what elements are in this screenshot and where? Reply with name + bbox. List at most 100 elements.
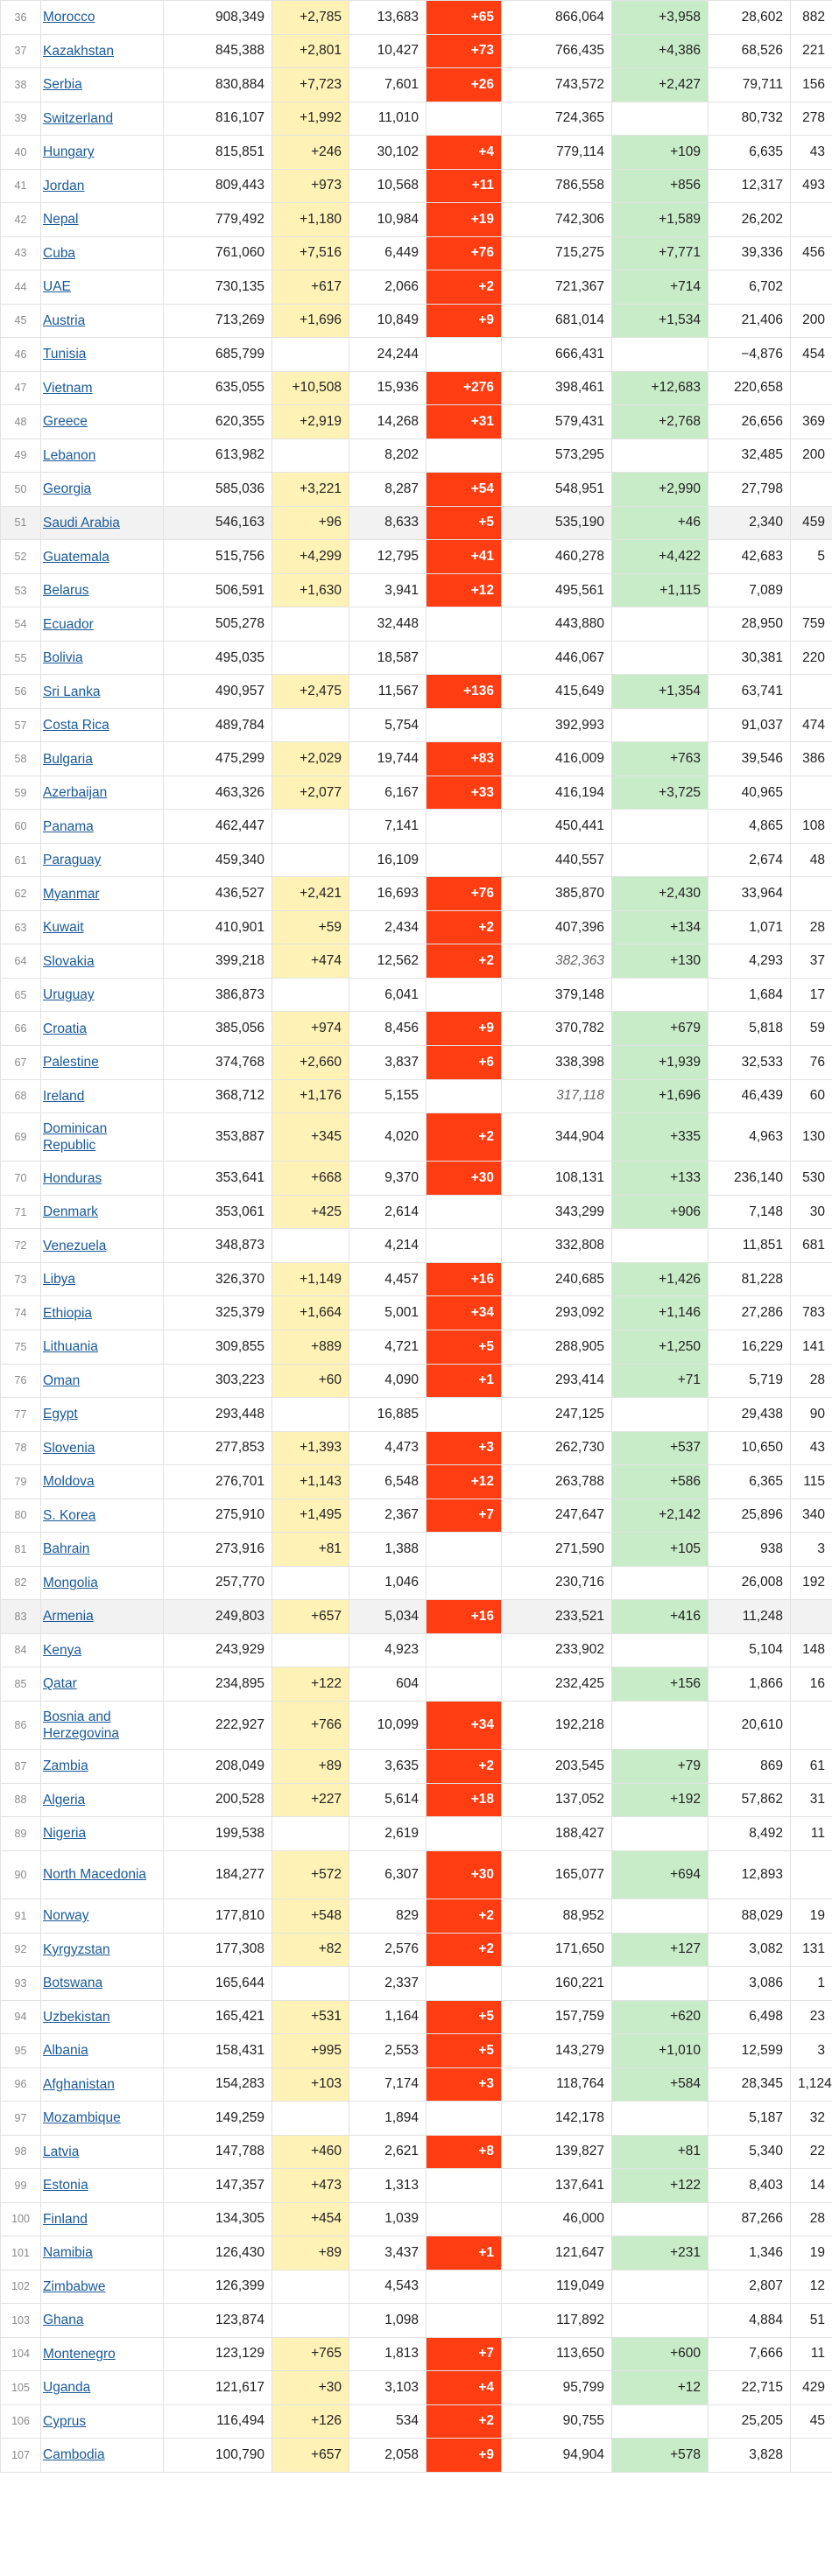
country-link[interactable]: Myanmar (43, 886, 100, 902)
country-link[interactable]: Uruguay (43, 987, 95, 1003)
country-link[interactable]: Kenya (43, 1642, 81, 1658)
country-link[interactable]: Morocco (43, 10, 95, 25)
country-link[interactable]: Namibia (43, 2245, 93, 2261)
country-link[interactable]: Croatia (43, 1021, 87, 1036)
active-cases-cell: 2,674 (708, 842, 791, 878)
country-link[interactable]: Greece (43, 414, 88, 430)
total-deaths-cell: 11,567 (349, 674, 427, 709)
country-cell: Denmark (40, 1194, 164, 1230)
country-link[interactable]: Saudi Arabia (43, 515, 120, 530)
new-recovered-cell: +620 (611, 1999, 709, 2035)
country-link[interactable]: Hungary (43, 144, 95, 160)
country-link[interactable]: Norway (43, 1908, 89, 1924)
total-deaths-cell: 9,370 (349, 1161, 427, 1196)
country-link[interactable]: Vietnam (43, 380, 93, 396)
country-link[interactable]: UAE (43, 279, 71, 295)
country-link[interactable]: Moldova (43, 1474, 95, 1490)
country-link[interactable]: Nigeria (43, 1826, 87, 1842)
country-link[interactable]: Zimbabwe (43, 2278, 106, 2294)
total-cases-cell: 100,790 (163, 2438, 272, 2473)
country-link[interactable]: Ireland (43, 1088, 85, 1104)
country-link[interactable]: Tunisia (43, 347, 87, 362)
country-link[interactable]: Mongolia (43, 1575, 98, 1590)
rank-cell: 75 (0, 1329, 41, 1365)
total-cases-cell: 309,855 (163, 1329, 272, 1365)
total-recovered-cell: 157,759 (501, 1999, 612, 2035)
country-link[interactable]: Algeria (43, 1792, 86, 1807)
country-link[interactable]: Uganda (43, 2380, 91, 2396)
country-link[interactable]: Bahrain (43, 1541, 90, 1557)
country-link[interactable]: Costa Rica (43, 718, 109, 733)
table-row: 57 Costa Rica 489,784 5,754 392,993 91,037 474 (0, 707, 832, 743)
total-recovered-cell: 681,014 (501, 303, 612, 339)
country-link[interactable]: Egypt (43, 1407, 78, 1422)
country-link[interactable]: Bosnia and Herzegovina (43, 1709, 120, 1741)
country-link[interactable]: Libya (43, 1272, 76, 1288)
country-link[interactable]: Georgia (43, 481, 92, 497)
country-link[interactable]: Honduras (43, 1170, 102, 1186)
country-link[interactable]: Belarus (43, 583, 89, 599)
country-link[interactable]: Bolivia (43, 650, 83, 666)
country-link[interactable]: Afghanistan (43, 2076, 115, 2092)
country-link[interactable]: Ghana (43, 2313, 84, 2328)
total-deaths-cell: 2,619 (349, 1816, 427, 1851)
country-link[interactable]: Switzerland (43, 110, 114, 126)
country-link[interactable]: Nepal (43, 212, 79, 228)
country-link[interactable]: Albania (43, 2043, 88, 2059)
country-link[interactable]: Zambia (43, 1758, 88, 1774)
table-row: 85 Qatar 234,895 +122 604 232,425 +156 1,866 16 (0, 1667, 832, 1702)
new-cases-cell (271, 337, 349, 372)
total-cases-cell: 222,927 (163, 1700, 272, 1751)
country-link[interactable]: S. Korea (43, 1507, 96, 1523)
country-link[interactable]: Estonia (43, 2178, 88, 2193)
country-link[interactable]: Bulgaria (43, 751, 93, 767)
country-link[interactable]: Guatemala (43, 549, 109, 565)
country-link[interactable]: Paraguay (43, 853, 102, 868)
active-cases-cell: 3,082 (708, 1932, 791, 1968)
new-cases-cell (271, 607, 349, 642)
country-link[interactable]: Kyrgyzstan (43, 1941, 110, 1957)
country-link[interactable]: Palestine (43, 1055, 99, 1070)
country-link[interactable]: Sri Lanka (43, 684, 101, 699)
country-link[interactable]: Slovenia (43, 1440, 95, 1456)
country-link[interactable]: Jordan (43, 178, 85, 193)
serious-critical-cell: 681 (790, 1228, 832, 1263)
country-link[interactable]: Slovakia (43, 953, 95, 969)
country-link[interactable]: Cuba (43, 245, 76, 261)
serious-critical-cell: 530 (790, 1161, 832, 1196)
country-link[interactable]: North Macedonia (43, 1867, 147, 1883)
new-cases-cell: +246 (271, 135, 349, 170)
country-link[interactable]: Cyprus (43, 2413, 87, 2429)
country-link[interactable]: Austria (43, 312, 86, 328)
new-deaths-cell (426, 1667, 502, 1702)
country-link[interactable]: Qatar (43, 1676, 77, 1692)
country-link[interactable]: Montenegro (43, 2346, 116, 2362)
country-link[interactable]: Oman (43, 1372, 81, 1388)
country-link[interactable]: Venezuela (43, 1238, 107, 1253)
country-link[interactable]: Cambodia (43, 2447, 105, 2463)
country-link[interactable]: Ecuador (43, 616, 94, 632)
total-cases-cell: 908,349 (163, 0, 272, 35)
country-link[interactable]: Botswana (43, 1976, 103, 1991)
new-deaths-cell: +2 (426, 1749, 502, 1784)
country-link[interactable]: Uzbekistan (43, 2009, 110, 2025)
country-link[interactable]: Lebanon (43, 447, 96, 463)
total-cases-cell: 505,278 (163, 607, 272, 642)
country-link[interactable]: Kazakhstan (43, 43, 114, 59)
country-link[interactable]: Panama (43, 818, 94, 834)
country-link[interactable]: Finland (43, 2211, 88, 2227)
country-link[interactable]: Lithuania (43, 1339, 98, 1355)
country-link[interactable]: Latvia (43, 2144, 80, 2159)
country-link[interactable]: Armenia (43, 1609, 94, 1625)
rank-cell: 55 (0, 640, 41, 676)
country-link[interactable]: Ethiopia (43, 1305, 93, 1321)
country-link[interactable]: Mozambique (43, 2110, 121, 2126)
country-link[interactable]: Azerbaijan (43, 785, 108, 801)
country-link[interactable]: Dominican Republic (43, 1121, 108, 1154)
rank-cell: 56 (0, 674, 41, 709)
country-link[interactable]: Denmark (43, 1204, 98, 1220)
rank-cell: 47 (0, 370, 41, 406)
country-link[interactable]: Serbia (43, 77, 82, 93)
country-link[interactable]: Kuwait (43, 920, 84, 936)
total-deaths-cell: 1,164 (349, 1999, 427, 2035)
